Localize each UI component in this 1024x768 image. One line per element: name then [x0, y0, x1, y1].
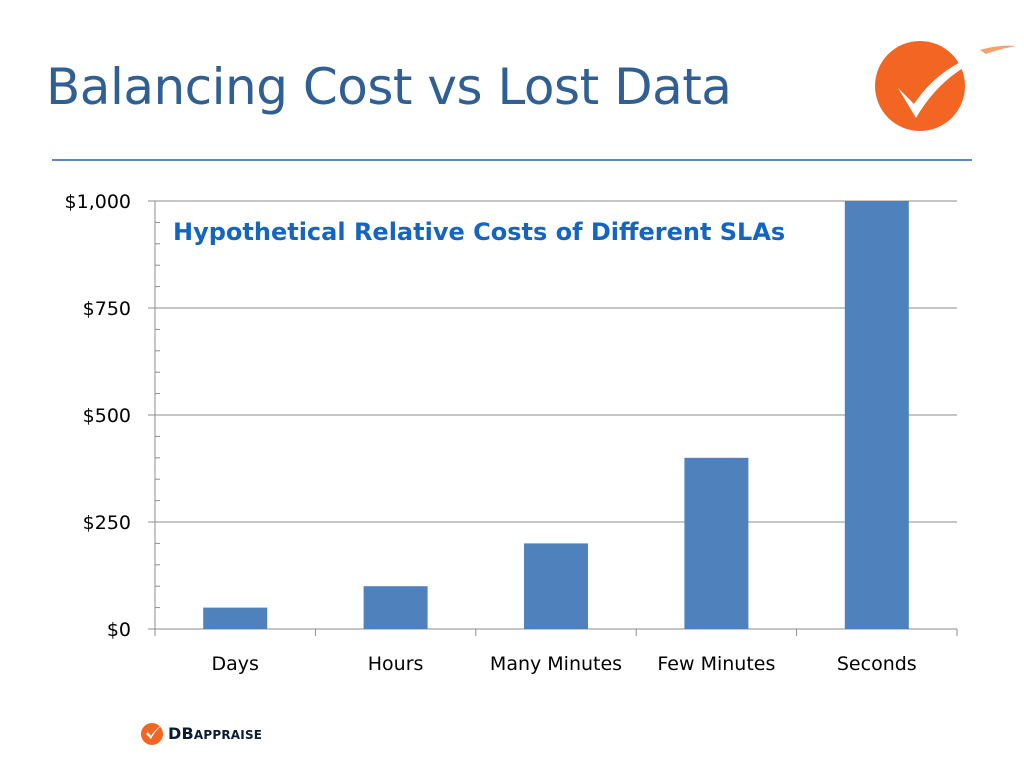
orange-check-icon: [141, 723, 166, 745]
brand-prefix: DB: [168, 724, 194, 743]
orange-check-circle-icon: [875, 41, 1016, 131]
y-tick-label: $1,000: [65, 191, 131, 213]
dbappraise-logo: DBAPPRAISE: [140, 718, 290, 748]
chart-title: Hypothetical Relative Costs of Different…: [173, 218, 785, 246]
brand-suffix: APPRAISE: [193, 728, 263, 742]
x-tick-label: Few Minutes: [657, 653, 775, 675]
x-tick-label: Hours: [368, 653, 424, 675]
y-tick-label: $250: [83, 512, 131, 534]
y-tick-label: $0: [107, 619, 131, 641]
tick-labels: $0 $250 $500 $750 $1,000 Days Hours Many Minute…: [65, 191, 917, 675]
x-tick-label: Seconds: [837, 653, 917, 675]
bar-hours: [363, 586, 428, 629]
brand-wordmark: DBAPPRAISE: [168, 724, 262, 743]
bar-many-minutes: [524, 543, 588, 629]
x-tick-label: Many Minutes: [490, 653, 622, 675]
bar-few-minutes: [684, 457, 749, 629]
y-tick-label: $750: [83, 298, 131, 320]
bar-seconds: [844, 201, 909, 629]
y-tick-label: $500: [83, 405, 131, 427]
bars: [203, 201, 909, 629]
slide-title: Balancing Cost vs Lost Data: [46, 58, 732, 116]
gridlines: [155, 200, 957, 523]
title-divider: [52, 159, 972, 161]
x-tick-label: Days: [211, 653, 258, 675]
bar-days: [203, 607, 268, 629]
